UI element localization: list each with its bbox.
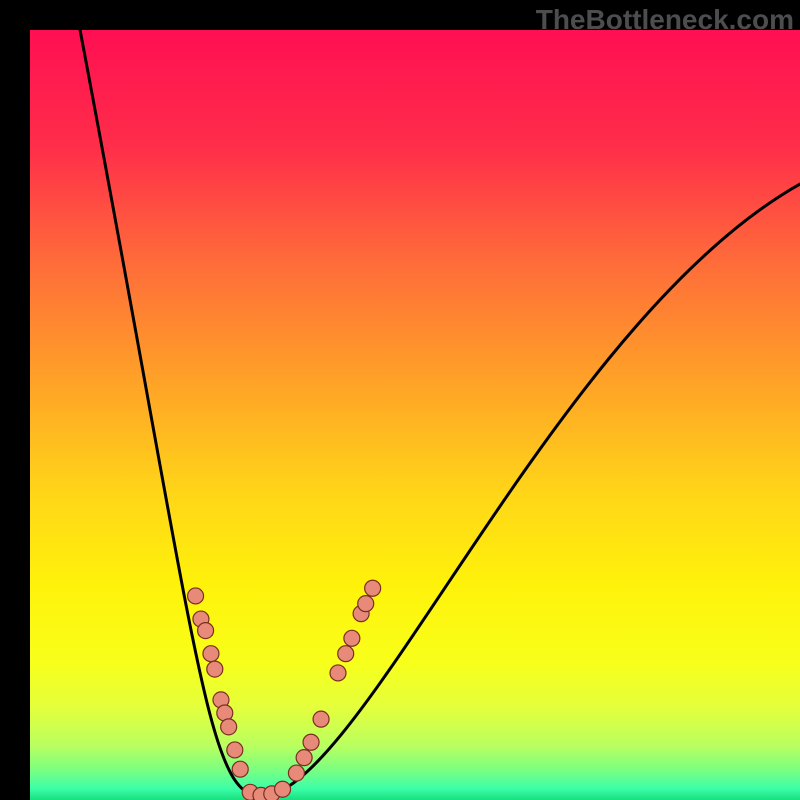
data-marker: [198, 623, 214, 639]
data-marker: [358, 596, 374, 612]
data-marker: [296, 750, 312, 766]
data-marker: [303, 734, 319, 750]
bottleneck-curve: [80, 30, 261, 796]
watermark-text: TheBottleneck.com: [536, 4, 794, 36]
data-marker: [227, 742, 243, 758]
data-marker: [330, 665, 346, 681]
data-marker: [275, 781, 291, 797]
data-marker: [203, 646, 219, 662]
data-marker: [188, 588, 204, 604]
data-marker: [288, 765, 304, 781]
data-marker: [365, 580, 381, 596]
chart-container: TheBottleneck.com: [0, 0, 800, 800]
data-marker: [313, 711, 329, 727]
bottleneck-curve: [261, 184, 800, 796]
data-marker: [232, 761, 248, 777]
data-marker: [344, 630, 360, 646]
data-marker: [207, 661, 223, 677]
data-marker: [338, 646, 354, 662]
data-marker: [221, 719, 237, 735]
plot-area: [30, 30, 800, 800]
curve-layer: [30, 30, 800, 800]
